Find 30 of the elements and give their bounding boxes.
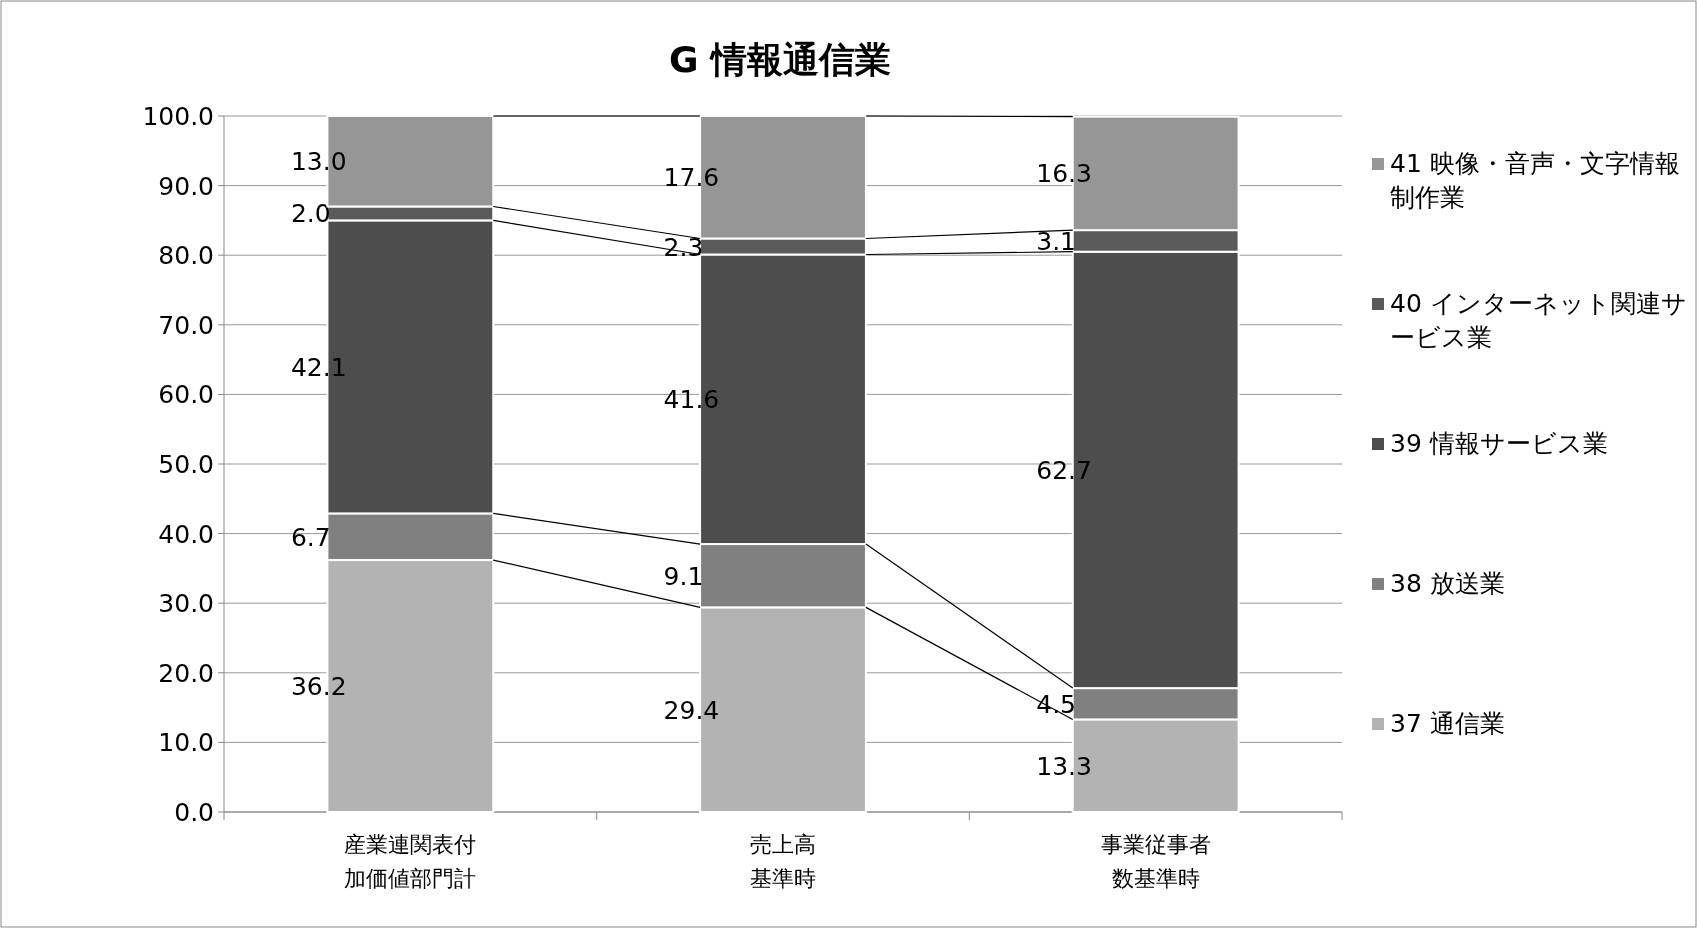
legend-label: 38 放送業 [1390, 569, 1505, 598]
chart-title: G 情報通信業 [668, 39, 892, 80]
x-tick-label: 産業連関表付加価値部門計 [344, 832, 477, 891]
legend-label: 40 インターネット関連サービス業 [1390, 289, 1687, 352]
data-label: 36.2 [290, 672, 347, 702]
y-tick-label: 100.0 [142, 102, 214, 131]
y-tick-label: 60.0 [158, 380, 214, 410]
y-tick-label: 20.0 [158, 658, 214, 688]
y-tick-label: 50.0 [158, 450, 214, 479]
data-label: 13.0 [290, 147, 347, 177]
y-tick-label: 80.0 [158, 241, 214, 271]
y-tick-label: 40.0 [158, 519, 214, 549]
x-tick-label: 売上高基準時 [750, 832, 816, 891]
y-tick-label: 70.0 [158, 310, 214, 340]
legend-label: 37 通信業 [1390, 709, 1505, 738]
data-label: 2.0 [290, 199, 331, 229]
data-label: 29.4 [663, 695, 720, 725]
data-label: 13.3 [1036, 751, 1092, 781]
data-label: 3.1 [1036, 226, 1077, 256]
data-label: 6.7 [290, 522, 331, 552]
legend-label: 41 映像・音声・文字情報制作業 [1390, 149, 1680, 212]
y-tick-label: 90.0 [158, 171, 214, 201]
y-tick-label: 0.0 [174, 798, 214, 827]
legend-label: 39 情報サービス業 [1390, 429, 1608, 458]
y-tick-label: 30.0 [158, 589, 214, 619]
y-tick-label: 10.0 [158, 728, 214, 758]
x-tick-label: 事業従事者数基準時 [1100, 832, 1211, 891]
data-label: 17.6 [663, 163, 720, 193]
data-label: 9.1 [663, 561, 704, 591]
data-label: 16.3 [1036, 159, 1092, 189]
